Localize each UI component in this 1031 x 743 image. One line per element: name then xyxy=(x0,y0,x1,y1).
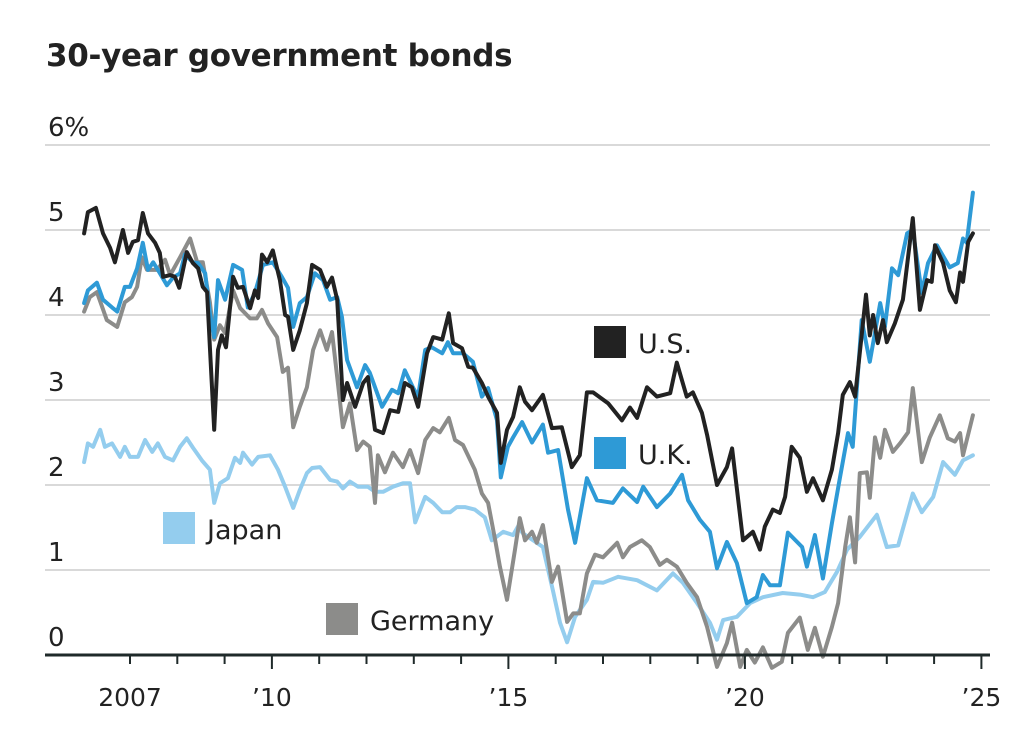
y-tick-label: 6% xyxy=(48,113,89,143)
y-tick-label: 0 xyxy=(48,623,65,653)
y-tick-label: 2 xyxy=(48,453,65,483)
x-tick-label: ’10 xyxy=(252,683,292,712)
x-tick-label: ’15 xyxy=(489,683,529,712)
series-line-us xyxy=(82,205,975,552)
x-axis xyxy=(45,653,990,669)
y-axis-labels: 0 1 2 3 4 5 6% xyxy=(48,113,89,653)
chart-title: 30-year government bonds xyxy=(46,38,513,74)
legend-swatch xyxy=(594,437,626,469)
y-tick-label: 1 xyxy=(48,538,65,568)
y-tick-label: 4 xyxy=(48,283,65,313)
series-line-uk xyxy=(82,190,975,606)
legend-label: Japan xyxy=(205,515,282,546)
legend-swatch xyxy=(594,326,626,358)
legend-swatch xyxy=(326,603,358,635)
x-axis-labels: 2007 ’10 ’15 ’20 ’25 xyxy=(98,683,1001,712)
y-tick-label: 5 xyxy=(48,198,65,228)
gridlines xyxy=(45,144,990,571)
legend-label: U.K. xyxy=(638,440,693,471)
legend-label: Germany xyxy=(370,606,494,637)
legend-swatch xyxy=(163,512,195,544)
series-line-japan xyxy=(82,427,975,645)
series-lines xyxy=(82,190,975,670)
x-tick-label: ’25 xyxy=(962,683,1002,712)
x-tick-label: 2007 xyxy=(98,683,162,712)
y-tick-label: 3 xyxy=(48,368,65,398)
x-tick-label: ’20 xyxy=(725,683,765,712)
legend-label: U.S. xyxy=(638,329,692,360)
legend-labels: Japan Germany U.K. U.S. xyxy=(163,326,693,637)
